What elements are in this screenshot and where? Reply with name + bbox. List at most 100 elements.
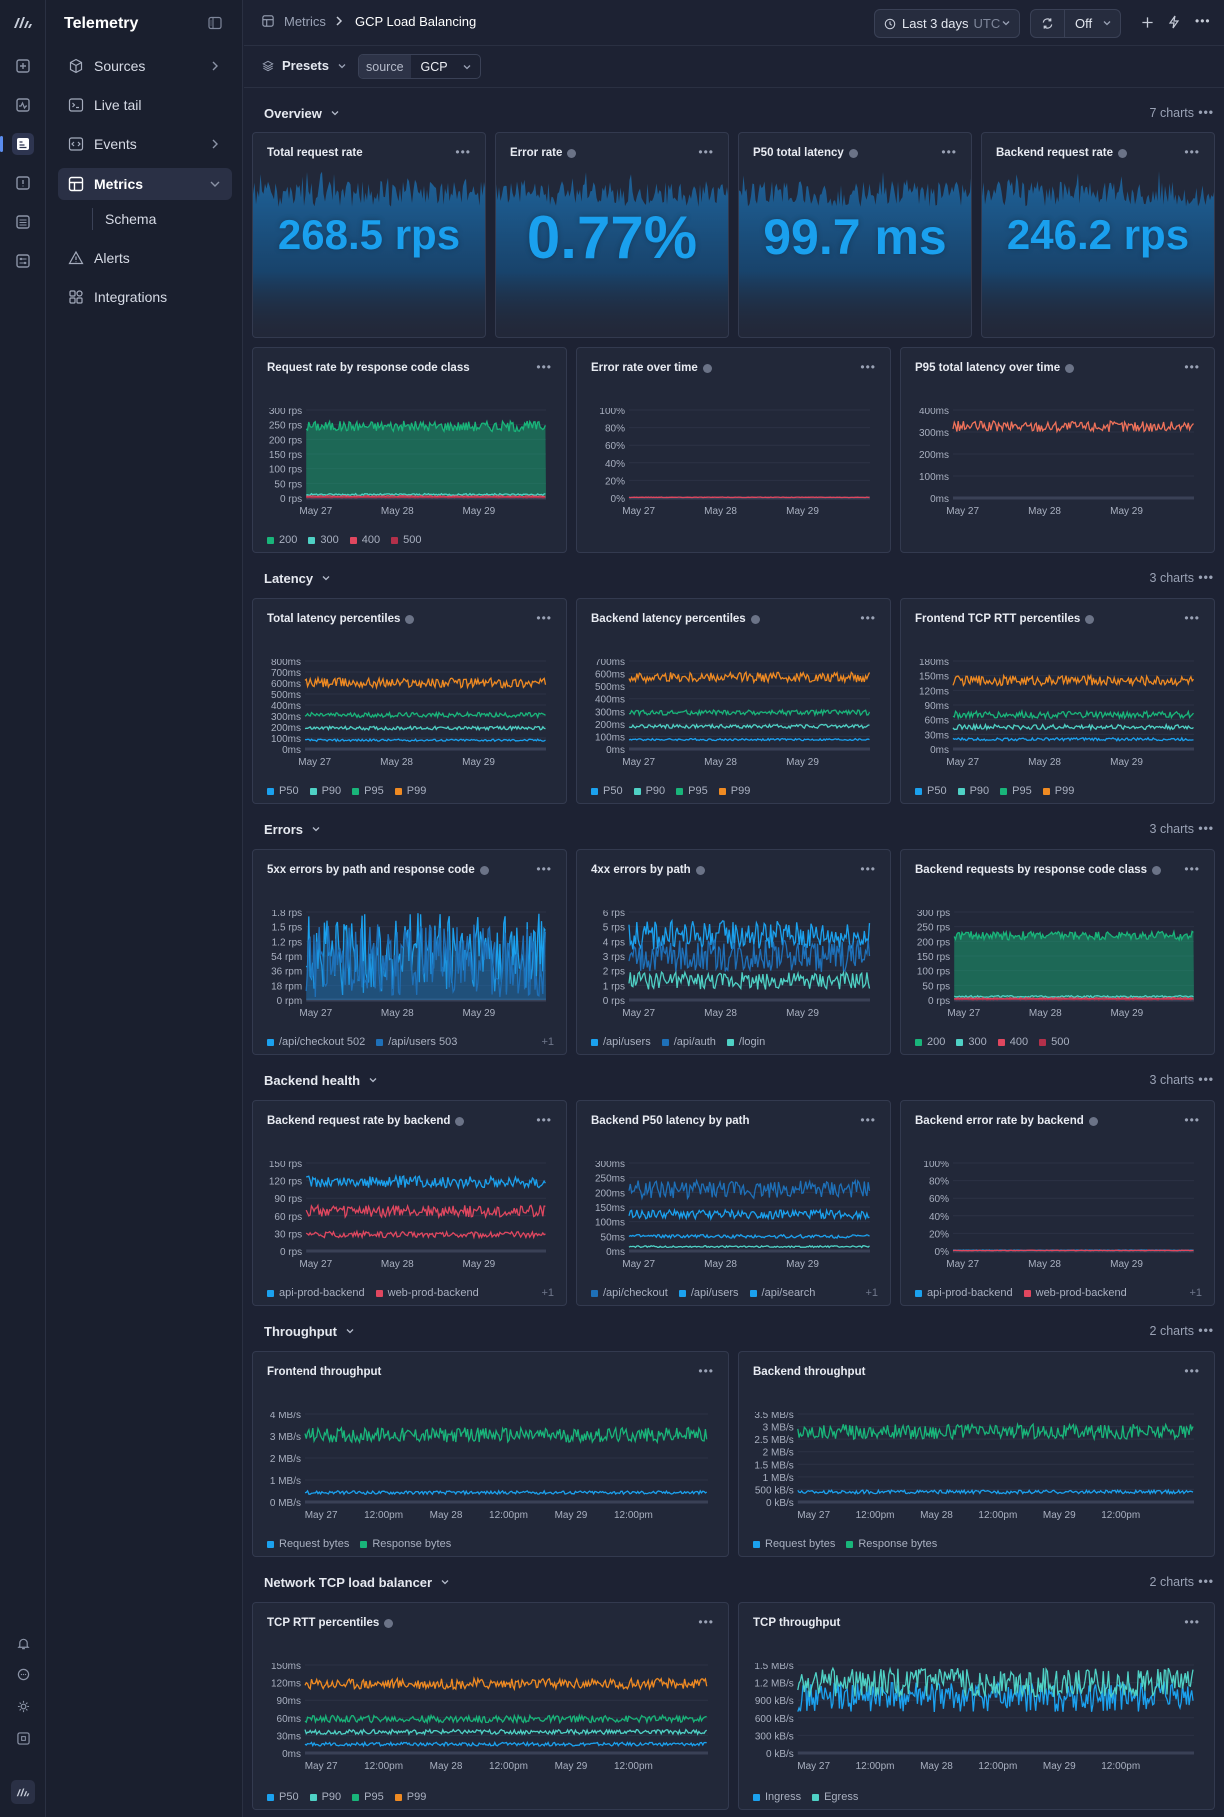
collapse-sidebar-icon[interactable] xyxy=(208,16,224,32)
legend-item[interactable]: web-prod-backend xyxy=(1023,1287,1127,1299)
info-icon[interactable] xyxy=(1065,363,1075,373)
more-icon[interactable]: ••• xyxy=(698,1364,714,1378)
more-icon[interactable]: ••• xyxy=(941,145,957,159)
section-errors[interactable]: Errors 3 charts ••• xyxy=(264,817,1214,841)
more-icon[interactable]: ••• xyxy=(1198,570,1214,584)
legend-item[interactable]: P99 xyxy=(1042,785,1074,797)
more-icon[interactable]: ••• xyxy=(536,360,552,374)
info-icon[interactable] xyxy=(1152,865,1162,875)
more-icon[interactable]: ••• xyxy=(536,611,552,625)
sidebar-item-events[interactable]: Events xyxy=(58,128,232,160)
sun-icon[interactable] xyxy=(12,1695,34,1717)
legend-item[interactable]: P50 xyxy=(267,1791,299,1803)
info-icon[interactable] xyxy=(1117,148,1127,158)
legend-item[interactable]: P50 xyxy=(267,785,299,797)
more-icon[interactable]: ••• xyxy=(1198,821,1214,835)
chart-card-5xx-errors[interactable]: 5xx errors by path and response code ••• 1… xyxy=(252,849,567,1055)
legend-item[interactable]: 200 xyxy=(915,1036,945,1048)
sidebar-item-integrations[interactable]: Integrations xyxy=(58,281,232,313)
chart-card-backend-error-rate[interactable]: Backend error rate by backend ••• 100% 80% 6… xyxy=(900,1100,1215,1306)
chart-card-p95-latency[interactable]: P95 total latency over time ••• 400ms 300ms… xyxy=(900,347,1215,553)
database-icon[interactable] xyxy=(12,211,34,233)
info-icon[interactable] xyxy=(750,614,760,624)
info-icon[interactable] xyxy=(702,363,712,373)
stat-card-backend-request-rate[interactable]: Backend request rate ••• 246.2 rps xyxy=(981,132,1215,338)
section-overview[interactable]: Overview 7 charts ••• xyxy=(264,101,1214,125)
sidebar-item-live-tail[interactable]: Live tail xyxy=(58,89,232,121)
legend-item[interactable]: 500 xyxy=(1039,1036,1069,1048)
activity-icon[interactable] xyxy=(12,94,34,116)
more-icon[interactable]: ••• xyxy=(860,862,876,876)
legend-item[interactable]: 400 xyxy=(349,534,380,546)
legend-item[interactable]: Response bytes xyxy=(846,1538,937,1550)
more-icon[interactable]: ••• xyxy=(1184,611,1200,625)
more-icon[interactable]: ••• xyxy=(860,360,876,374)
more-icon[interactable]: ••• xyxy=(1184,360,1200,374)
alert-square-icon[interactable] xyxy=(12,172,34,194)
plus-icon[interactable] xyxy=(1141,16,1154,29)
more-icon[interactable]: ••• xyxy=(698,145,714,159)
info-icon[interactable] xyxy=(479,865,489,875)
legend-item[interactable]: P90 xyxy=(957,785,989,797)
more-icon[interactable]: ••• xyxy=(1184,145,1200,159)
legend-item[interactable]: Egress xyxy=(812,1791,858,1803)
chart-card-tcp-throughput[interactable]: TCP throughput ••• 1.5 MB/s 1.2 MB/s 900 kB/… xyxy=(738,1602,1215,1810)
legend-item[interactable]: P95 xyxy=(676,785,708,797)
legend-more[interactable]: +1 xyxy=(541,1287,554,1299)
more-icon[interactable]: ••• xyxy=(1184,1615,1200,1629)
chart-card-error-rate-over-time[interactable]: Error rate over time ••• 100% 80% 60% 40% 20% 0… xyxy=(576,347,891,553)
sidebar-subitem-schema[interactable]: Schema xyxy=(92,208,156,230)
refresh-icon[interactable] xyxy=(1031,10,1065,37)
more-icon[interactable]: ••• xyxy=(455,145,471,159)
more-icon[interactable]: ••• xyxy=(536,862,552,876)
more-icon[interactable]: ••• xyxy=(1195,14,1211,28)
chart-card-frontend-throughput[interactable]: Frontend throughput ••• 4 MB/s 3 MB/s 2 MB/s… xyxy=(252,1351,729,1557)
info-icon[interactable] xyxy=(1085,614,1095,624)
legend-more[interactable]: +1 xyxy=(865,1287,878,1299)
chart-card-backend-latency-percentiles[interactable]: Backend latency percentiles ••• 700ms 600ms… xyxy=(576,598,891,804)
legend-item[interactable]: web-prod-backend xyxy=(375,1287,479,1299)
info-icon[interactable] xyxy=(567,148,577,158)
legend-item[interactable]: /api/checkout 502 xyxy=(267,1036,365,1048)
legend-item[interactable]: 400 xyxy=(997,1036,1028,1048)
sliders-icon[interactable] xyxy=(12,250,34,272)
legend-item[interactable]: P99 xyxy=(718,785,750,797)
legend-item[interactable]: /api/users xyxy=(591,1036,651,1048)
legend-item[interactable]: /api/users xyxy=(678,1287,739,1299)
legend-item[interactable]: Request bytes xyxy=(267,1538,349,1550)
bell-icon[interactable] xyxy=(12,1632,34,1654)
section-throughput[interactable]: Throughput 2 charts ••• xyxy=(264,1319,1214,1343)
legend-item[interactable]: Response bytes xyxy=(360,1538,451,1550)
legend-item[interactable]: /api/search xyxy=(749,1287,815,1299)
sidebar-item-metrics[interactable]: Metrics xyxy=(58,168,232,200)
refresh-control[interactable]: Off xyxy=(1030,9,1121,38)
more-icon[interactable]: ••• xyxy=(698,1615,714,1629)
legend-item[interactable]: P95 xyxy=(352,1791,384,1803)
info-icon[interactable] xyxy=(384,1618,394,1628)
logo-icon[interactable] xyxy=(12,11,34,33)
more-icon[interactable]: ••• xyxy=(1184,1113,1200,1127)
info-icon[interactable] xyxy=(455,1116,465,1126)
time-range-picker[interactable]: Last 3 days UTC xyxy=(874,9,1020,38)
legend-item[interactable]: Request bytes xyxy=(753,1538,835,1550)
lightning-icon[interactable] xyxy=(1168,15,1180,29)
section-backend-health[interactable]: Backend health 3 charts ••• xyxy=(264,1068,1214,1092)
more-icon[interactable]: ••• xyxy=(1184,1364,1200,1378)
chart-card-backend-requests-by-code[interactable]: Backend requests by response code class •… xyxy=(900,849,1215,1055)
legend-item[interactable]: P50 xyxy=(591,785,623,797)
info-icon[interactable] xyxy=(405,614,415,624)
chart-card-4xx-errors[interactable]: 4xx errors by path ••• 6 rps 5 rps 4 rps 3 rp… xyxy=(576,849,891,1055)
chart-card-backend-request-rate[interactable]: Backend request rate by backend ••• 150 rp… xyxy=(252,1100,567,1306)
chart-card-total-latency-percentiles[interactable]: Total latency percentiles ••• 800ms 700ms 60… xyxy=(252,598,567,804)
legend-more[interactable]: +1 xyxy=(541,1036,554,1048)
plus-square-icon[interactable] xyxy=(12,55,34,77)
chart-card-frontend-tcp-rtt[interactable]: Frontend TCP RTT percentiles ••• 180ms 150m… xyxy=(900,598,1215,804)
legend-item[interactable]: 200 xyxy=(267,534,297,546)
legend-item[interactable]: 500 xyxy=(391,534,421,546)
info-icon[interactable] xyxy=(848,148,858,158)
legend-item[interactable]: api-prod-backend xyxy=(267,1287,365,1299)
command-icon[interactable] xyxy=(12,1727,34,1749)
stat-card-p50-latency[interactable]: P50 total latency ••• 99.7 ms xyxy=(738,132,972,338)
sidebar-item-sources[interactable]: Sources xyxy=(58,50,232,82)
breadcrumb-metrics[interactable]: Metrics xyxy=(284,14,326,29)
